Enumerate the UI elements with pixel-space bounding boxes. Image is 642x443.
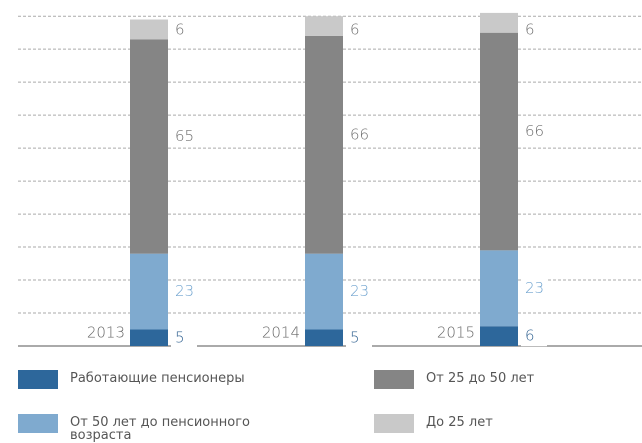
label-bg [171,327,197,348]
legend-swatch [18,370,58,389]
label-bg [521,20,547,40]
bar-segment [130,329,168,346]
bar-segment [480,12,518,33]
bar-segment [305,16,343,36]
bar-segment [480,32,518,251]
label-bg [429,322,477,344]
bar-segment [305,329,343,346]
bar-segment [130,253,168,330]
data-label: 6 [525,21,535,39]
label-bg [521,278,547,299]
data-label: 23 [525,279,544,297]
legend-label: До 25 лет [426,415,493,430]
legend-item: От 25 до 50 лет [374,370,626,389]
bar-segment [305,35,343,254]
data-label: 5 [350,328,360,346]
data-label: 5 [175,328,185,346]
data-label: 23 [175,282,194,300]
x-tick-label: 2015 [437,324,475,342]
data-label: 66 [525,122,544,140]
legend-swatch [18,414,58,433]
label-bg [521,121,547,142]
label-bg [171,126,197,147]
legend-label: От 25 до 50 лет [426,371,535,386]
label-bg [346,124,372,145]
legend-label: От 50 лет до пенсионного возраста [70,415,250,443]
label-bg [254,322,302,344]
data-label: 6 [525,327,535,345]
data-label: 23 [350,282,369,300]
bar-segment [480,250,518,327]
bar-segment [130,39,168,254]
label-bg [521,326,547,347]
label-bg [79,322,127,344]
bar-segment [130,19,168,40]
legend-item: До 25 лет [374,414,626,433]
bar-segment [480,326,518,346]
label-bg [346,281,372,302]
data-label: 6 [175,21,185,39]
data-label: 66 [350,125,369,143]
bar-segment [305,253,343,330]
label-bg [346,327,372,348]
label-bg [346,20,372,40]
legend-item: От 50 лет до пенсионного возраста [18,414,270,442]
legend-item: Работающие пенсионеры [18,370,270,389]
x-tick-label: 2013 [87,324,125,342]
legend-swatch [374,370,414,389]
label-bg [171,281,197,302]
label-bg [171,20,197,40]
legend-label: Работающие пенсионеры [70,371,245,386]
data-label: 65 [175,127,194,145]
legend-swatch [374,414,414,433]
x-tick-label: 2014 [262,324,300,342]
data-label: 6 [350,21,360,39]
